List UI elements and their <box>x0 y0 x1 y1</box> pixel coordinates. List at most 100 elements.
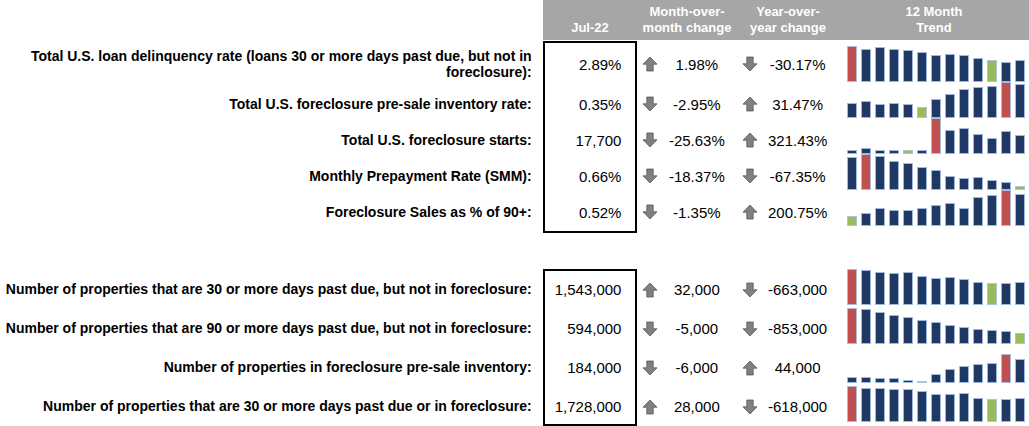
header-mom-change: Month-over- month change <box>637 0 737 40</box>
trend-bar <box>987 60 997 82</box>
up-arrow-icon <box>742 204 758 220</box>
yoy-change-value: -30.17% <box>758 56 837 73</box>
trend-bar <box>875 156 885 190</box>
yoy-change-cell: 31.47% <box>735 96 837 113</box>
current-month-value: 0.66% <box>542 168 636 185</box>
trend-bar <box>945 176 955 190</box>
trend-bar <box>945 369 955 383</box>
current-month-value: 1,543,000 <box>542 281 636 298</box>
trend-bar <box>875 208 885 226</box>
trend-bar <box>973 177 983 190</box>
trend-bar <box>931 394 941 422</box>
mom-change-cell: -5,000 <box>635 320 735 337</box>
trend-bar <box>1001 399 1011 422</box>
current-month-value: 17,700 <box>542 132 636 149</box>
trend-bar <box>1001 182 1011 190</box>
trend-bar <box>861 270 871 305</box>
trend-bar <box>931 205 941 226</box>
yoy-change-value: 200.75% <box>758 204 837 221</box>
trend-bar <box>875 272 885 305</box>
trend-bar <box>1001 190 1011 226</box>
down-arrow-icon <box>742 399 758 415</box>
down-arrow-icon <box>642 360 658 376</box>
metric-row: Total U.S. foreclosure pre-sale inventor… <box>0 86 1029 122</box>
trend-bar <box>973 134 983 154</box>
trend-bar <box>889 273 899 305</box>
mom-change-cell: 32,000 <box>635 281 735 298</box>
trend-bar <box>1015 60 1025 82</box>
trend-bar <box>903 380 913 383</box>
metric-label: Total U.S. foreclosure pre-sale inventor… <box>0 96 542 112</box>
yoy-change-cell: -618,000 <box>735 398 837 415</box>
trend-bar <box>875 47 885 82</box>
trend-bar <box>917 320 927 344</box>
up-arrow-icon <box>642 56 658 72</box>
trend-sparkline <box>837 122 1029 158</box>
trend-bar <box>861 377 871 383</box>
trend-bar <box>1001 283 1011 305</box>
metric-label: Number of properties that are 30 or more… <box>0 281 542 297</box>
yoy-change-cell: -663,000 <box>735 281 837 298</box>
trend-bar <box>987 138 997 154</box>
trend-bar <box>875 378 885 383</box>
trend-bar <box>903 163 913 190</box>
mom-change-value: -1.35% <box>658 204 735 221</box>
trend-bar <box>847 308 857 344</box>
trend-bar <box>889 210 899 226</box>
trend-bar <box>931 55 941 82</box>
trend-bar <box>903 317 913 344</box>
metric-row: Monthly Prepayment Rate (SMM):0.66%-18.3… <box>0 158 1029 194</box>
trend-bar <box>973 282 983 305</box>
trend-bar <box>959 279 969 305</box>
trend-bar <box>917 107 927 118</box>
yoy-change-cell: 44,000 <box>735 359 837 376</box>
trend-bar <box>1001 82 1011 118</box>
up-arrow-icon <box>742 96 758 112</box>
down-arrow-icon <box>742 321 758 337</box>
yoy-change-value: 31.47% <box>758 96 837 113</box>
trend-bar <box>847 150 857 154</box>
trend-bar <box>959 366 969 383</box>
trend-bar <box>973 364 983 383</box>
trend-bar <box>945 203 955 226</box>
down-arrow-icon <box>742 56 758 72</box>
trend-bar <box>889 161 899 190</box>
up-arrow-icon <box>742 132 758 148</box>
trend-bar <box>903 50 913 82</box>
mom-change-value: -2.95% <box>658 96 735 113</box>
trend-bar <box>959 89 969 118</box>
trend-bar <box>945 325 955 344</box>
trend-bar <box>889 103 899 118</box>
trend-bar <box>847 46 857 82</box>
metric-row: Total U.S. foreclosure starts:17,700-25.… <box>0 122 1029 158</box>
trend-bar <box>945 130 955 154</box>
yoy-change-value: -67.35% <box>758 168 837 185</box>
trend-bar <box>903 389 913 422</box>
mom-change-cell: 1.98% <box>635 56 735 73</box>
trend-bar <box>931 278 941 305</box>
yoy-change-value: 44,000 <box>758 359 837 376</box>
mom-change-value: 32,000 <box>658 281 735 298</box>
header-current-month: Jul-22 <box>543 0 637 40</box>
trend-bar <box>987 86 997 118</box>
trend-bar <box>889 378 899 383</box>
trend-bar <box>889 389 899 422</box>
trend-bar <box>861 101 871 118</box>
metric-label: Number of properties in foreclosure pre-… <box>0 359 542 375</box>
yoy-change-cell: 321.43% <box>735 132 837 149</box>
trend-bar <box>875 312 885 344</box>
trend-bar <box>1001 331 1011 344</box>
trend-bar <box>931 118 941 154</box>
metric-row: Foreclosure Sales as % of 90+:0.52%-1.35… <box>0 194 1029 230</box>
trend-bar <box>945 94 955 118</box>
mom-change-value: -25.63% <box>658 132 735 149</box>
trend-bar <box>959 178 969 190</box>
trend-bar <box>1015 359 1025 383</box>
trend-sparkline <box>837 348 1029 387</box>
mortgage-metrics-report: Jul-22 Month-over- month change Year-ove… <box>0 0 1029 426</box>
mom-change-cell: -2.95% <box>635 96 735 113</box>
trend-bar <box>1015 333 1025 344</box>
mom-change-cell: 28,000 <box>635 398 735 415</box>
mom-change-value: 28,000 <box>658 398 735 415</box>
trend-bar <box>973 87 983 118</box>
